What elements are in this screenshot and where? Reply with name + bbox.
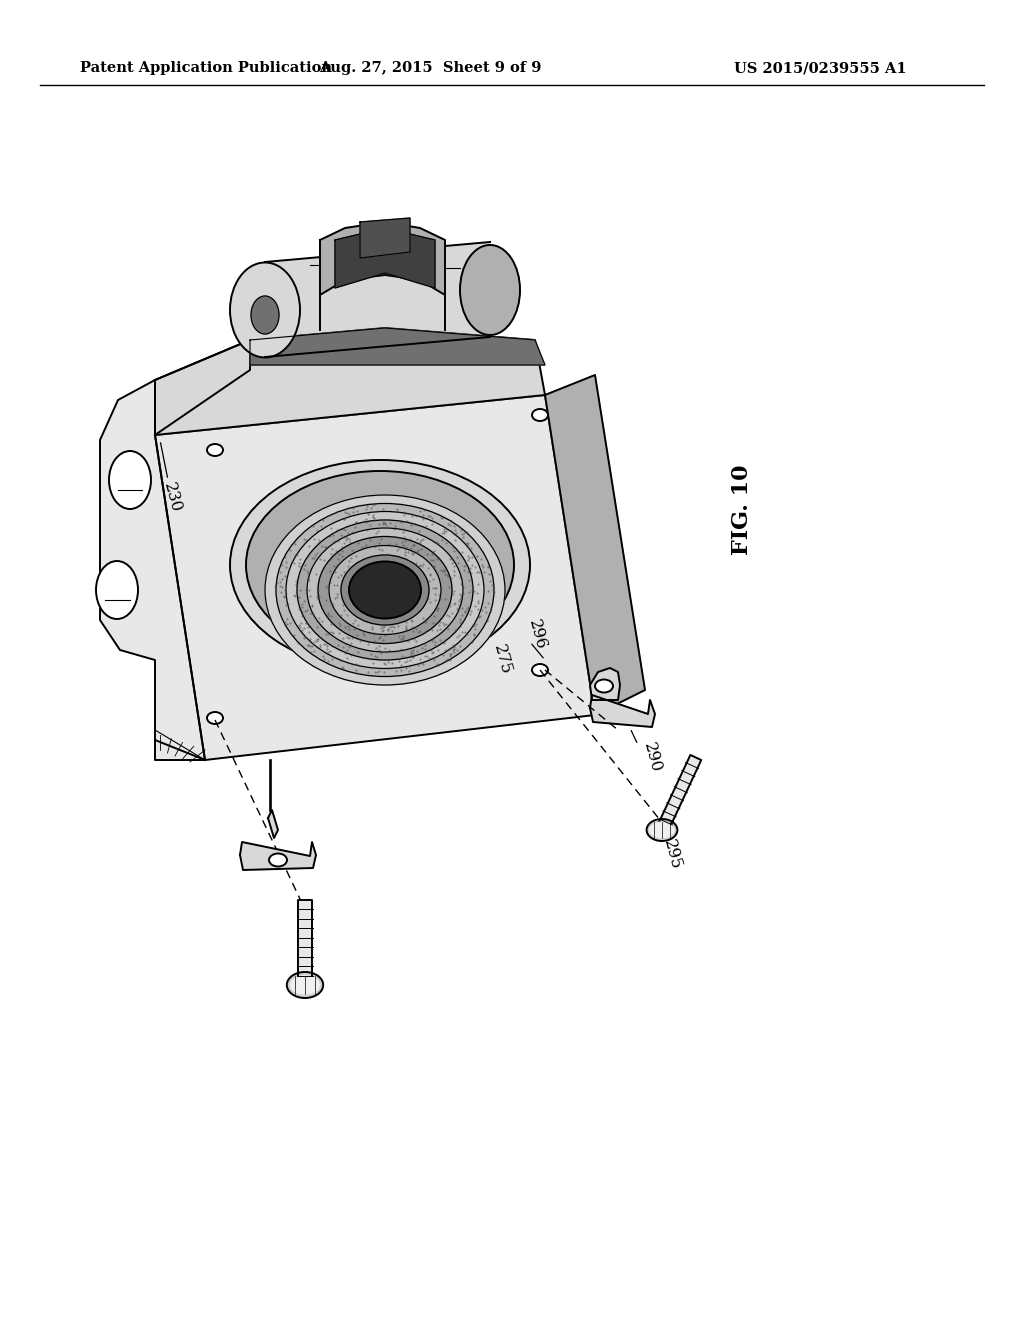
Ellipse shape (318, 536, 452, 644)
Ellipse shape (650, 822, 674, 838)
Polygon shape (545, 375, 645, 715)
Ellipse shape (276, 503, 494, 676)
Ellipse shape (329, 545, 441, 635)
Ellipse shape (460, 246, 520, 335)
Ellipse shape (532, 409, 548, 421)
Ellipse shape (265, 495, 505, 685)
Ellipse shape (230, 263, 300, 358)
Text: Aug. 27, 2015  Sheet 9 of 9: Aug. 27, 2015 Sheet 9 of 9 (318, 61, 542, 75)
Ellipse shape (246, 471, 514, 659)
Polygon shape (268, 810, 278, 838)
Polygon shape (360, 218, 410, 257)
Ellipse shape (646, 818, 678, 841)
Polygon shape (656, 755, 701, 833)
Ellipse shape (349, 561, 421, 619)
Polygon shape (298, 900, 312, 985)
Ellipse shape (96, 561, 138, 619)
Polygon shape (265, 243, 490, 356)
Polygon shape (250, 327, 545, 366)
Text: 290: 290 (640, 741, 665, 775)
Polygon shape (240, 842, 316, 870)
Ellipse shape (230, 459, 530, 671)
Polygon shape (155, 327, 545, 436)
Ellipse shape (269, 854, 287, 866)
Text: Patent Application Publication: Patent Application Publication (80, 61, 332, 75)
Ellipse shape (595, 680, 613, 693)
Polygon shape (335, 228, 435, 288)
Ellipse shape (307, 528, 463, 652)
Text: 230: 230 (160, 480, 184, 515)
Polygon shape (155, 341, 250, 436)
Text: US 2015/0239555 A1: US 2015/0239555 A1 (733, 61, 906, 75)
Ellipse shape (109, 451, 151, 510)
Ellipse shape (207, 711, 223, 723)
Ellipse shape (297, 520, 473, 660)
Ellipse shape (341, 554, 429, 624)
Ellipse shape (287, 972, 324, 998)
Ellipse shape (207, 444, 223, 455)
Polygon shape (590, 668, 620, 700)
Ellipse shape (532, 664, 548, 676)
Polygon shape (319, 222, 445, 294)
Text: 296: 296 (525, 618, 549, 652)
Text: 295: 295 (660, 838, 684, 873)
Polygon shape (155, 395, 595, 760)
Text: 275: 275 (490, 643, 514, 677)
Polygon shape (590, 696, 655, 727)
Polygon shape (100, 380, 205, 760)
Ellipse shape (286, 511, 484, 668)
Ellipse shape (291, 975, 319, 994)
Ellipse shape (251, 296, 279, 334)
Text: FIG. 10: FIG. 10 (731, 465, 753, 556)
